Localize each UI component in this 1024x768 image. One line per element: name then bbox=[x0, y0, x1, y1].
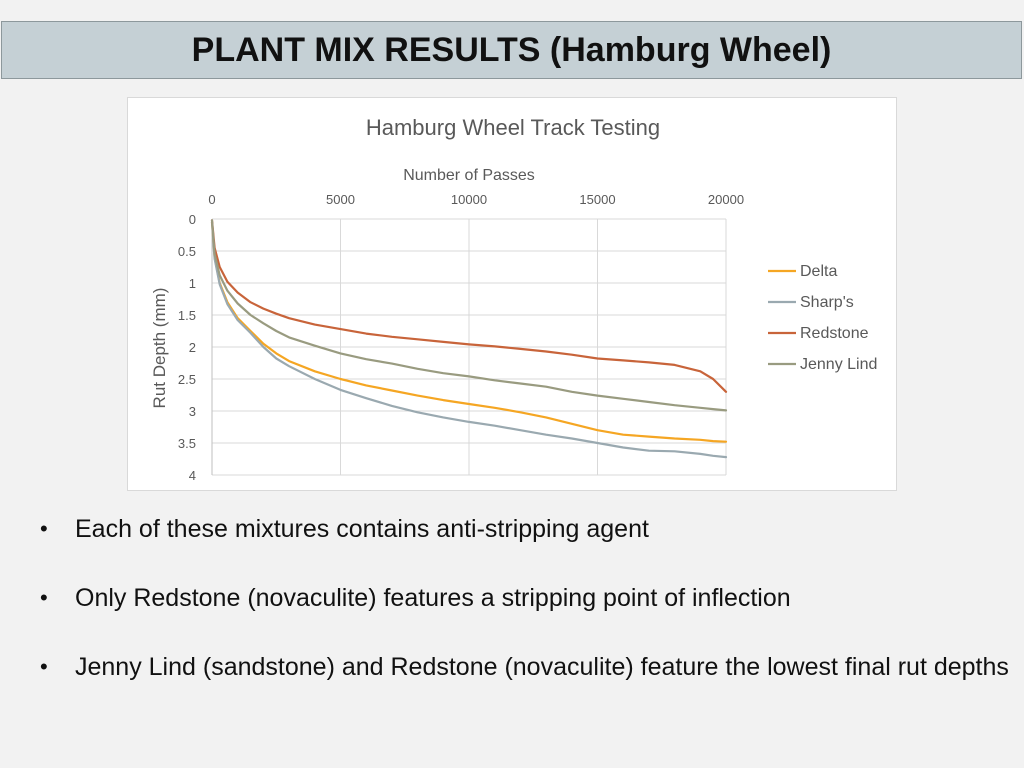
x-tick-label: 15000 bbox=[579, 192, 615, 207]
chart-legend: Delta Sharp's Redstone Jenny Lind bbox=[768, 263, 877, 373]
slide-title-bar: PLANT MIX RESULTS (Hamburg Wheel) bbox=[1, 21, 1022, 79]
legend-label: Redstone bbox=[800, 325, 869, 342]
legend-label: Sharp's bbox=[800, 294, 854, 311]
chart-ticks: 0 0.5 1 1.5 2 2.5 3 3.5 4 0 5000 10000 15000 20000 bbox=[178, 192, 744, 483]
legend-label: Jenny Lind bbox=[800, 356, 877, 373]
bullet-dot: • bbox=[40, 654, 48, 679]
bullet-text: Jenny Lind (sandstone) and Redstone (nov… bbox=[75, 653, 1009, 681]
y-tick-label: 0.5 bbox=[178, 244, 196, 259]
y-tick-label: 1.5 bbox=[178, 308, 196, 323]
y-tick-label: 2.5 bbox=[178, 372, 196, 387]
x-tick-label: 10000 bbox=[451, 192, 487, 207]
series-line-jenny-lind bbox=[210, 219, 728, 412]
y-tick-label: 2 bbox=[189, 340, 196, 355]
x-tick-label: 0 bbox=[208, 192, 215, 207]
series-line-delta bbox=[210, 221, 728, 443]
bullet-dot: • bbox=[40, 585, 48, 610]
x-tick-label: 5000 bbox=[326, 192, 355, 207]
bullet-text: Each of these mixtures contains anti-str… bbox=[75, 515, 649, 543]
chart-series bbox=[210, 219, 728, 459]
legend-label: Delta bbox=[800, 263, 837, 280]
bullet-text: Only Redstone (novaculite) features a st… bbox=[75, 584, 791, 612]
x-tick-label: 20000 bbox=[708, 192, 744, 207]
bullet-list: • Each of these mixtures contains anti-st… bbox=[40, 512, 1010, 719]
series-line-sharp-s bbox=[210, 221, 728, 459]
y-tick-label: 0 bbox=[189, 212, 196, 227]
y-tick-label: 3 bbox=[189, 404, 196, 419]
x-axis-label: Number of Passes bbox=[403, 167, 535, 184]
bullet-item: • Only Redstone (novaculite) features a s… bbox=[40, 581, 1010, 615]
slide-title: PLANT MIX RESULTS (Hamburg Wheel) bbox=[191, 30, 832, 69]
y-axis-label: Rut Depth (mm) bbox=[150, 288, 169, 409]
series-line-redstone bbox=[210, 219, 728, 393]
bullet-item: • Jenny Lind (sandstone) and Redstone (no… bbox=[40, 650, 1010, 684]
y-tick-label: 1 bbox=[189, 276, 196, 291]
chart-container: Hamburg Wheel Track Testing Number of Pa… bbox=[127, 97, 897, 491]
y-tick-label: 3.5 bbox=[178, 436, 196, 451]
rut-depth-chart: Hamburg Wheel Track Testing Number of Pa… bbox=[150, 115, 877, 483]
bullet-item: • Each of these mixtures contains anti-st… bbox=[40, 512, 1010, 546]
chart-grid bbox=[211, 218, 727, 476]
bullet-dot: • bbox=[40, 516, 48, 541]
chart-title: Hamburg Wheel Track Testing bbox=[366, 115, 660, 140]
y-tick-label: 4 bbox=[189, 468, 196, 483]
